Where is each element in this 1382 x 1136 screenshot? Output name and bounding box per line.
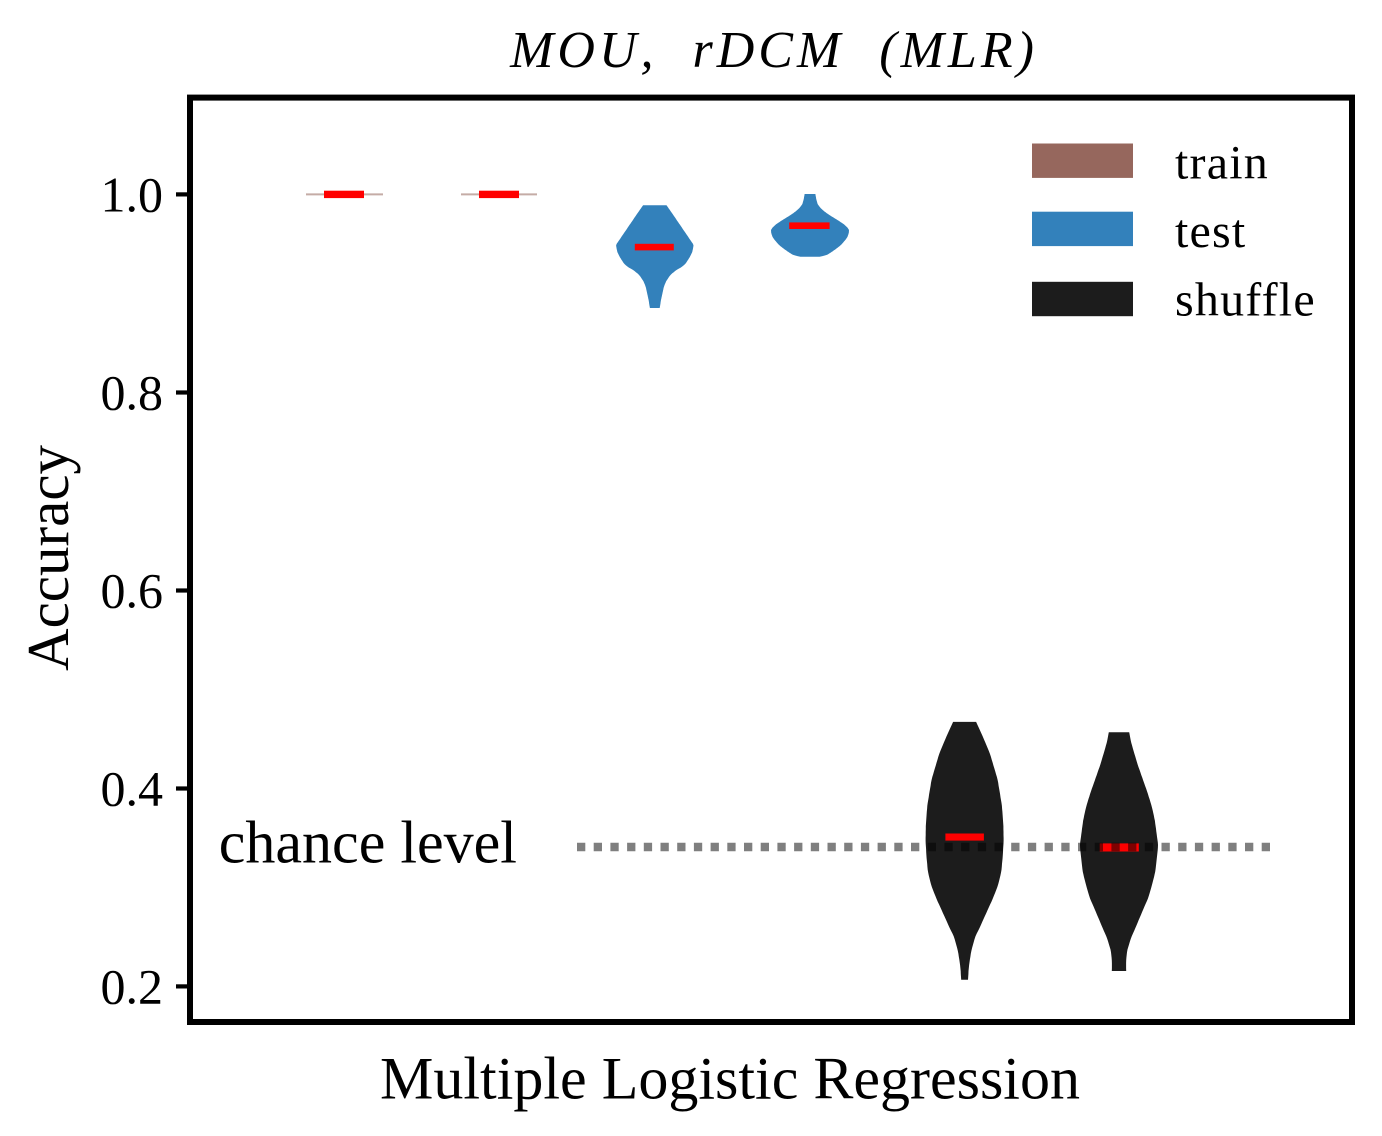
- svg-text:MOU, rDCM (MLR): MOU, rDCM (MLR): [509, 22, 1038, 79]
- svg-text:0.2: 0.2: [101, 958, 164, 1014]
- svg-text:0.4: 0.4: [101, 761, 164, 817]
- svg-text:Accuracy: Accuracy: [15, 445, 81, 672]
- svg-text:0.8: 0.8: [101, 365, 164, 421]
- svg-text:1.0: 1.0: [101, 166, 164, 222]
- svg-text:0.6: 0.6: [101, 563, 164, 619]
- svg-text:train: train: [1175, 137, 1269, 190]
- svg-text:chance level: chance level: [219, 809, 517, 875]
- svg-text:Multiple Logistic Regression: Multiple Logistic Regression: [380, 1046, 1080, 1112]
- svg-text:shuffle: shuffle: [1175, 273, 1316, 326]
- svg-text:test: test: [1175, 205, 1246, 258]
